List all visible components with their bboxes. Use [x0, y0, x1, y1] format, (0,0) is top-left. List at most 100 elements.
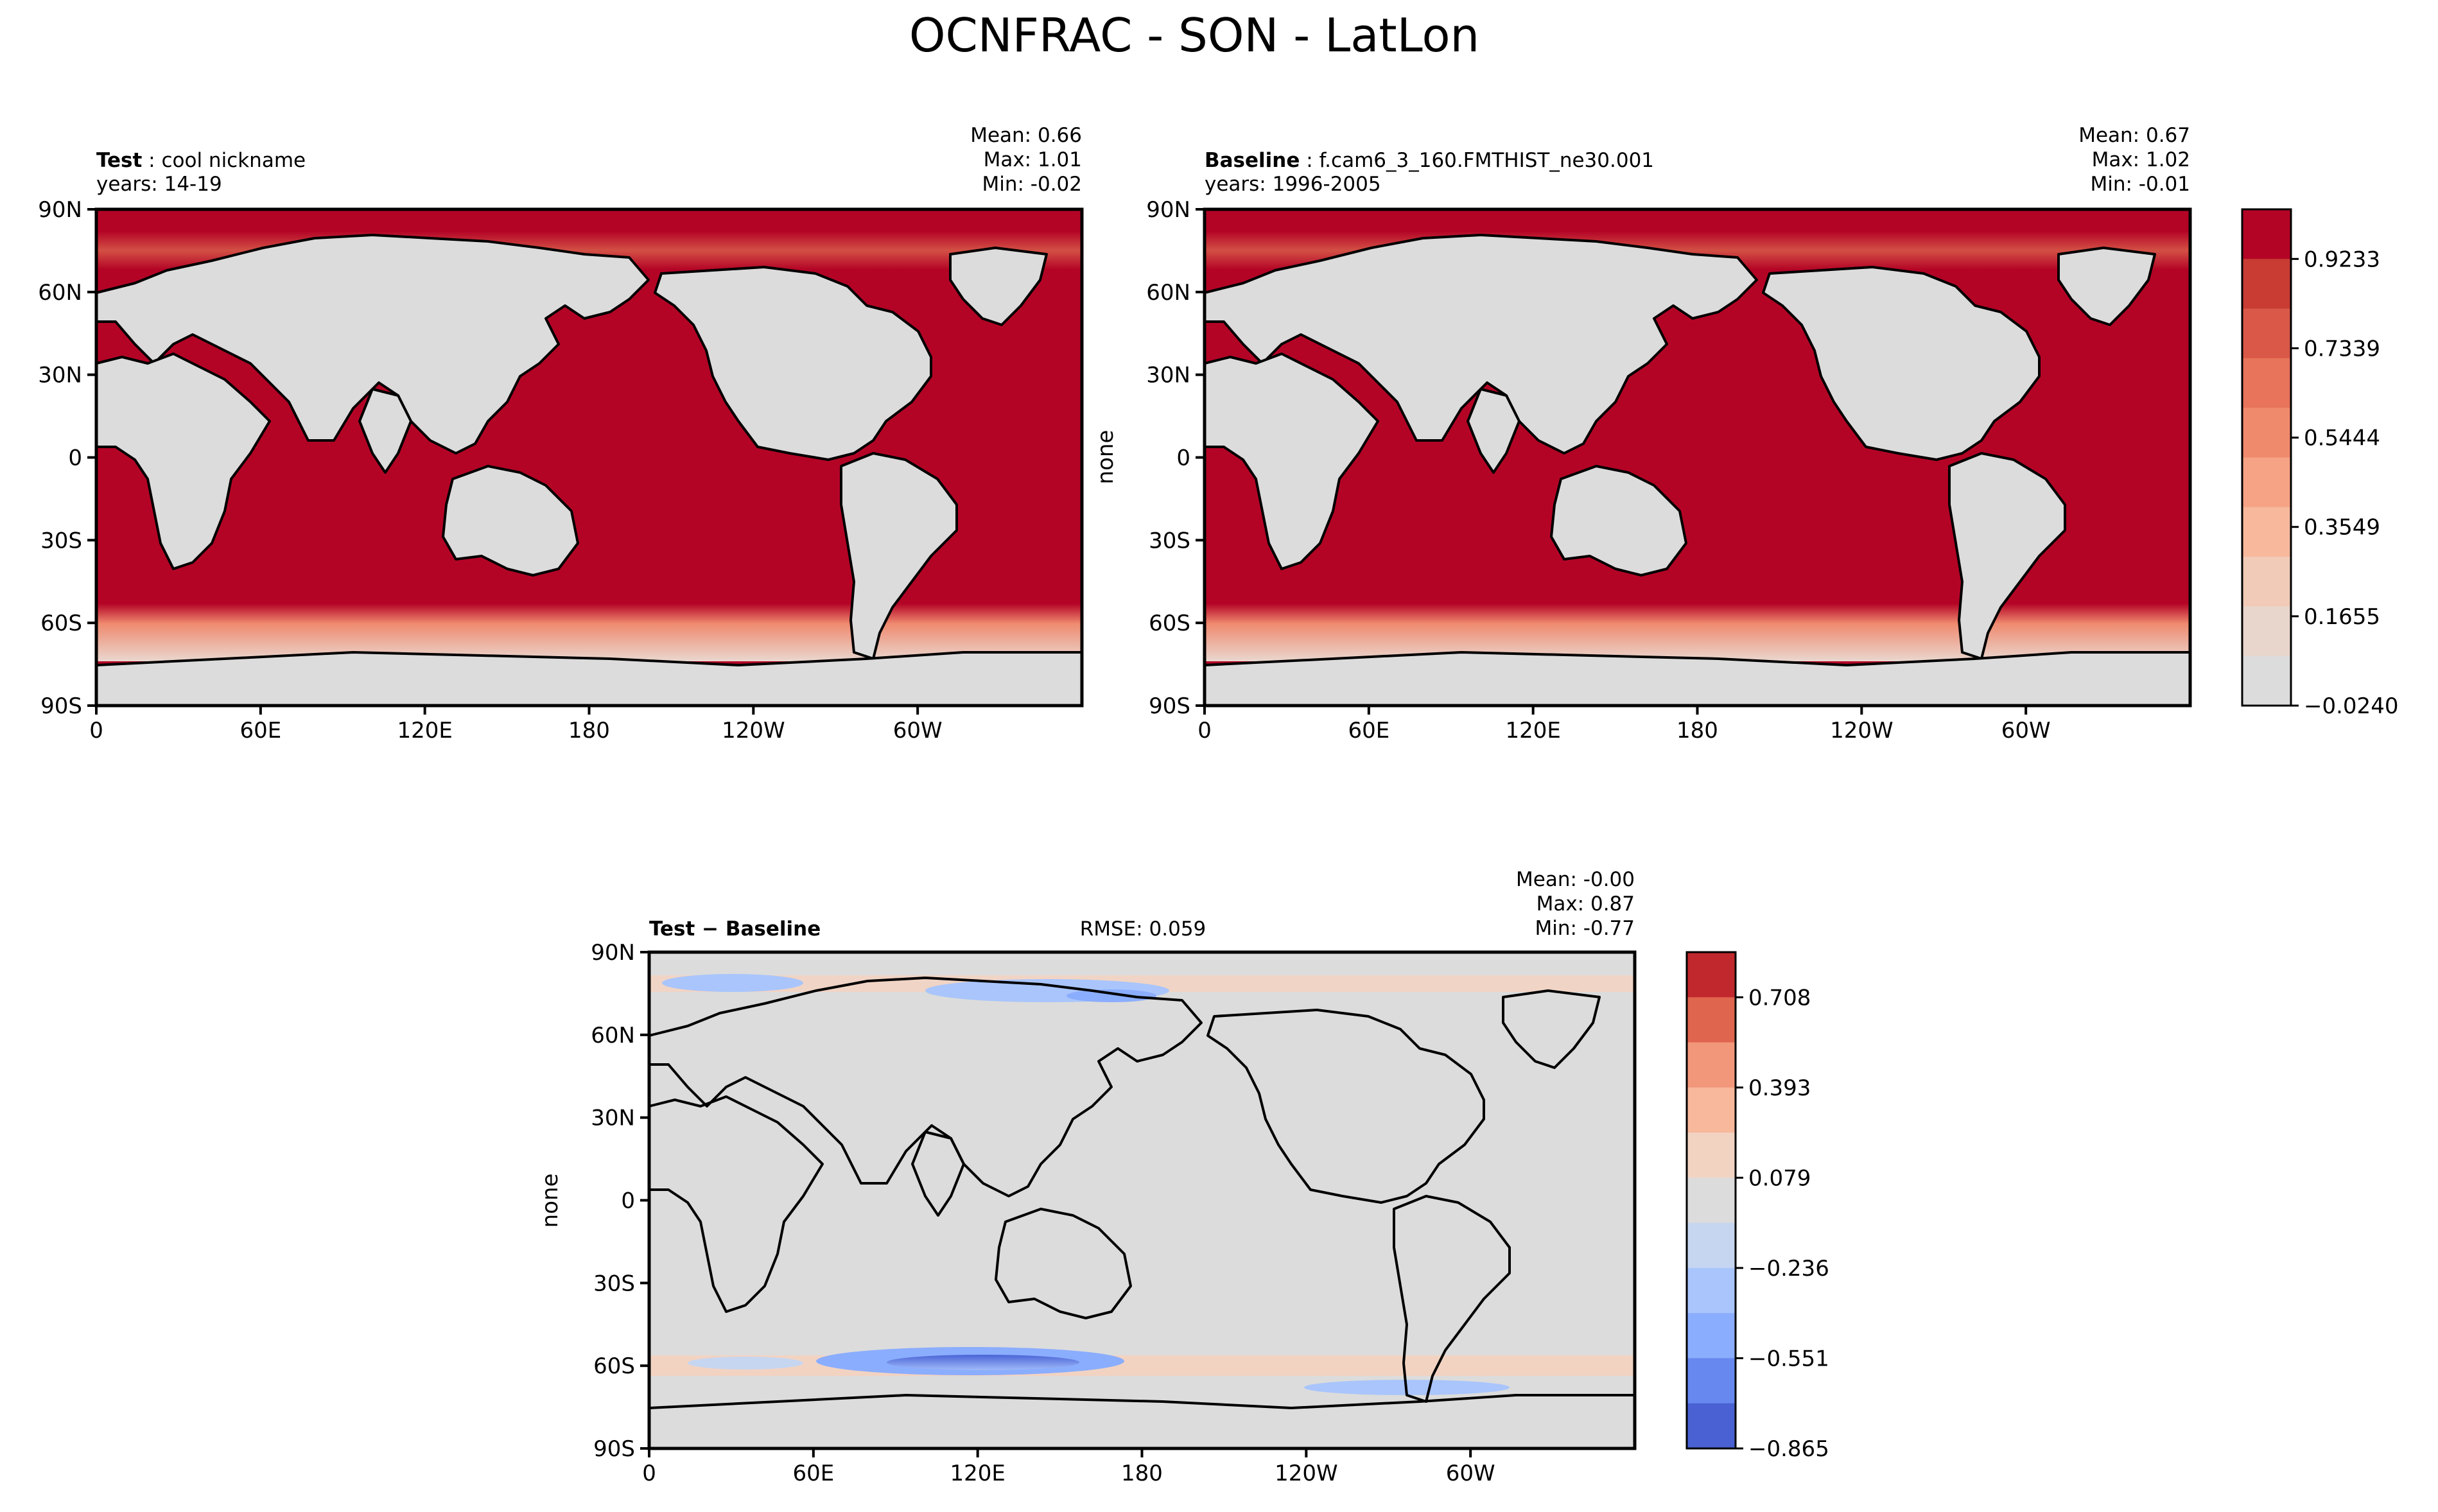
colorbar-frame	[1685, 951, 1737, 1450]
colorbar-tick-label: −0.236	[1748, 1256, 1829, 1282]
colorbar-segment	[2242, 408, 2291, 458]
test-landmass-south-america	[840, 452, 958, 660]
difference-axes: 0 60E 120E 180 120W 60W 90N 60N 30N 0 30S 60S 90S	[591, 940, 1495, 1486]
colorbar-segment	[1687, 952, 1736, 998]
colorbar-tick-label: 0.9233	[2304, 247, 2380, 272]
colorbar-segment	[2242, 358, 2291, 408]
diff-antarctic-warm-band	[649, 1355, 1635, 1376]
test-landmass-greenland	[949, 247, 1048, 326]
test-landmass-australia	[442, 465, 579, 577]
colorbar-tick-label: −0.865	[1748, 1436, 1829, 1462]
panel-baseline-map: 0 60E 120E 180 120W 60W 90N 60N 30N 0 30S 60S 90S	[1146, 197, 2192, 743]
difference-landmass-north-america	[1206, 1009, 1485, 1204]
y-tick-label: 30N	[591, 1106, 635, 1131]
y-tick-label: 90S	[593, 1436, 635, 1462]
panel-difference-mean: Mean: -0.00	[1516, 868, 1635, 891]
difference-landmass-greenland	[1502, 989, 1601, 1069]
difference-landmass-eurasia	[648, 977, 1203, 1197]
y-tick-label: 90N	[38, 197, 82, 223]
baseline-landmass-south-america	[1948, 452, 2066, 660]
panel-difference-map: 0 60E 120E 180 120W 60W 90N 60N 30N 0 30S 60S 90S	[591, 940, 1637, 1486]
baseline-landmass-india	[1467, 388, 1520, 474]
colorbar-segment	[1687, 1358, 1736, 1404]
colorbar-segment	[2242, 457, 2291, 508]
panel-baseline-mean: Mean: 0.67	[2078, 124, 2190, 147]
colorbar-tick-label: −0.551	[1748, 1346, 1829, 1371]
x-tick-label: 120W	[1275, 1461, 1338, 1486]
colorbar-tick-label: 0.079	[1748, 1165, 1811, 1191]
baseline-landmass-australia	[1550, 465, 1687, 577]
test-landmass-north-america	[654, 266, 932, 461]
y-tick-label: 60N	[38, 280, 82, 306]
baseline-antarctic-band	[1205, 604, 2190, 661]
x-tick-label: 60W	[893, 718, 943, 743]
x-tick-label: 120W	[1830, 718, 1894, 743]
y-tick-label: 60S	[593, 1353, 635, 1379]
test-landmass-india	[358, 388, 412, 474]
colorbar-tick-label: 0.5444	[2304, 426, 2380, 451]
colorbar-tick-label: 0.393	[1748, 1075, 1811, 1101]
colorbar-frame	[2241, 208, 2292, 707]
colorbar-segment	[2242, 259, 2291, 309]
test-land	[95, 234, 1083, 707]
panel-difference-label: Test − Baseline	[649, 917, 821, 941]
baseline-axes: 0 60E 120E 180 120W 60W 90N 60N 30N 0 30S 60S 90S	[1146, 197, 2050, 743]
difference-landmass-india	[911, 1131, 965, 1217]
panel-baseline-label: Baseline	[1205, 149, 1300, 172]
y-tick-label: 90S	[1149, 693, 1190, 719]
colorbar-segment	[1687, 1267, 1736, 1314]
colorbar-top: 0.9233 0.7339 0.5444 0.3549 0.1655 −0.0240	[2241, 208, 2398, 719]
x-tick-label: 60E	[239, 718, 281, 743]
y-tick-label: 60S	[40, 611, 82, 636]
test-landmass-africa	[95, 352, 271, 570]
panel-difference-ylabel: none	[537, 1174, 563, 1228]
panel-test-min: Min: -0.02	[982, 173, 1082, 196]
y-tick-label: 90S	[40, 693, 82, 719]
x-tick-label: 120E	[397, 718, 452, 743]
svg-text:Baseline : f.cam6_3_160.FMTHIS: Baseline : f.cam6_3_160.FMTHIST_ne30.001	[1205, 149, 1654, 172]
baseline-landmass-antarctica	[1203, 651, 2191, 707]
panel-difference-min: Min: -0.77	[1535, 917, 1635, 940]
figure-title: OCNFRAC - SON - LatLon	[909, 8, 1479, 62]
colorbar-segment	[1687, 1313, 1736, 1359]
colorbar-segment	[1687, 1042, 1736, 1088]
x-tick-label: 0	[89, 718, 103, 743]
colorbar-segment	[1687, 997, 1736, 1043]
panel-difference-max: Max: 0.87	[1537, 892, 1635, 916]
y-tick-label: 0	[1176, 446, 1190, 471]
colorbar-tick-label: 0.1655	[2304, 604, 2380, 630]
baseline-landmass-greenland	[2057, 247, 2156, 326]
panel-baseline-ylabel: none	[1093, 430, 1119, 485]
x-tick-label: 180	[568, 718, 610, 743]
y-tick-label: 90N	[591, 940, 635, 966]
baseline-landmass-africa	[1203, 352, 1379, 570]
y-tick-label: 30N	[1146, 363, 1190, 388]
colorbar-segment	[2242, 507, 2291, 557]
colorbar-segment	[2242, 308, 2291, 359]
colorbar-bottom: 0.708 0.393 0.079 −0.236 −0.551 −0.865	[1685, 951, 1829, 1462]
test-axes: 0 60E 120E 180 120W 60W 90N 60N 30N 0 30S 60S 90S	[38, 197, 942, 743]
colorbar-segment	[2242, 209, 2291, 259]
y-tick-label: 60N	[591, 1023, 635, 1048]
diff-southern-ocean-cool-core	[887, 1355, 1079, 1370]
svg-text:Test : cool nickname: Test : cool nickname	[96, 149, 306, 172]
difference-landmass-south-america	[1393, 1195, 1511, 1403]
x-tick-label: 60W	[1446, 1461, 1495, 1486]
panel-difference: Test − Baseline RMSE: 0.059 Mean: -0.00 …	[537, 868, 1637, 1486]
panel-test-mean: Mean: 0.66	[970, 124, 1082, 147]
colorbar-segment	[1687, 1177, 1736, 1224]
colorbar-segment	[1687, 1403, 1736, 1449]
x-tick-label: 120W	[722, 718, 785, 743]
colorbar-segment	[1687, 1133, 1736, 1178]
colorbar-tick-label: 0.708	[1748, 985, 1811, 1011]
y-tick-label: 30S	[593, 1271, 635, 1296]
panel-test: Test : cool nickname years: 14-19 Mean: …	[38, 124, 1084, 743]
y-tick-label: 30S	[40, 528, 82, 553]
x-tick-label: 60W	[2001, 718, 2051, 743]
panel-baseline-case: : f.cam6_3_160.FMTHIST_ne30.001	[1300, 149, 1654, 172]
x-tick-label: 120E	[950, 1461, 1005, 1486]
diff-arctic-cool-west	[662, 974, 803, 992]
y-tick-label: 60S	[1149, 611, 1190, 636]
y-tick-label: 0	[68, 446, 82, 471]
